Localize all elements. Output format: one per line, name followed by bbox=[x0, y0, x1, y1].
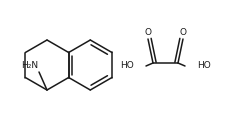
Text: O: O bbox=[144, 28, 151, 37]
Text: O: O bbox=[180, 28, 187, 37]
Text: HO: HO bbox=[197, 62, 211, 70]
Text: H₂N: H₂N bbox=[21, 61, 38, 70]
Text: HO: HO bbox=[120, 62, 134, 70]
